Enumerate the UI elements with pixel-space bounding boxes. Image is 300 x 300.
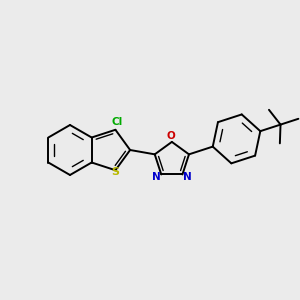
- Text: N: N: [152, 172, 161, 182]
- Text: S: S: [111, 167, 119, 177]
- Text: N: N: [183, 172, 191, 182]
- Text: Cl: Cl: [111, 117, 122, 127]
- Text: O: O: [167, 131, 176, 141]
